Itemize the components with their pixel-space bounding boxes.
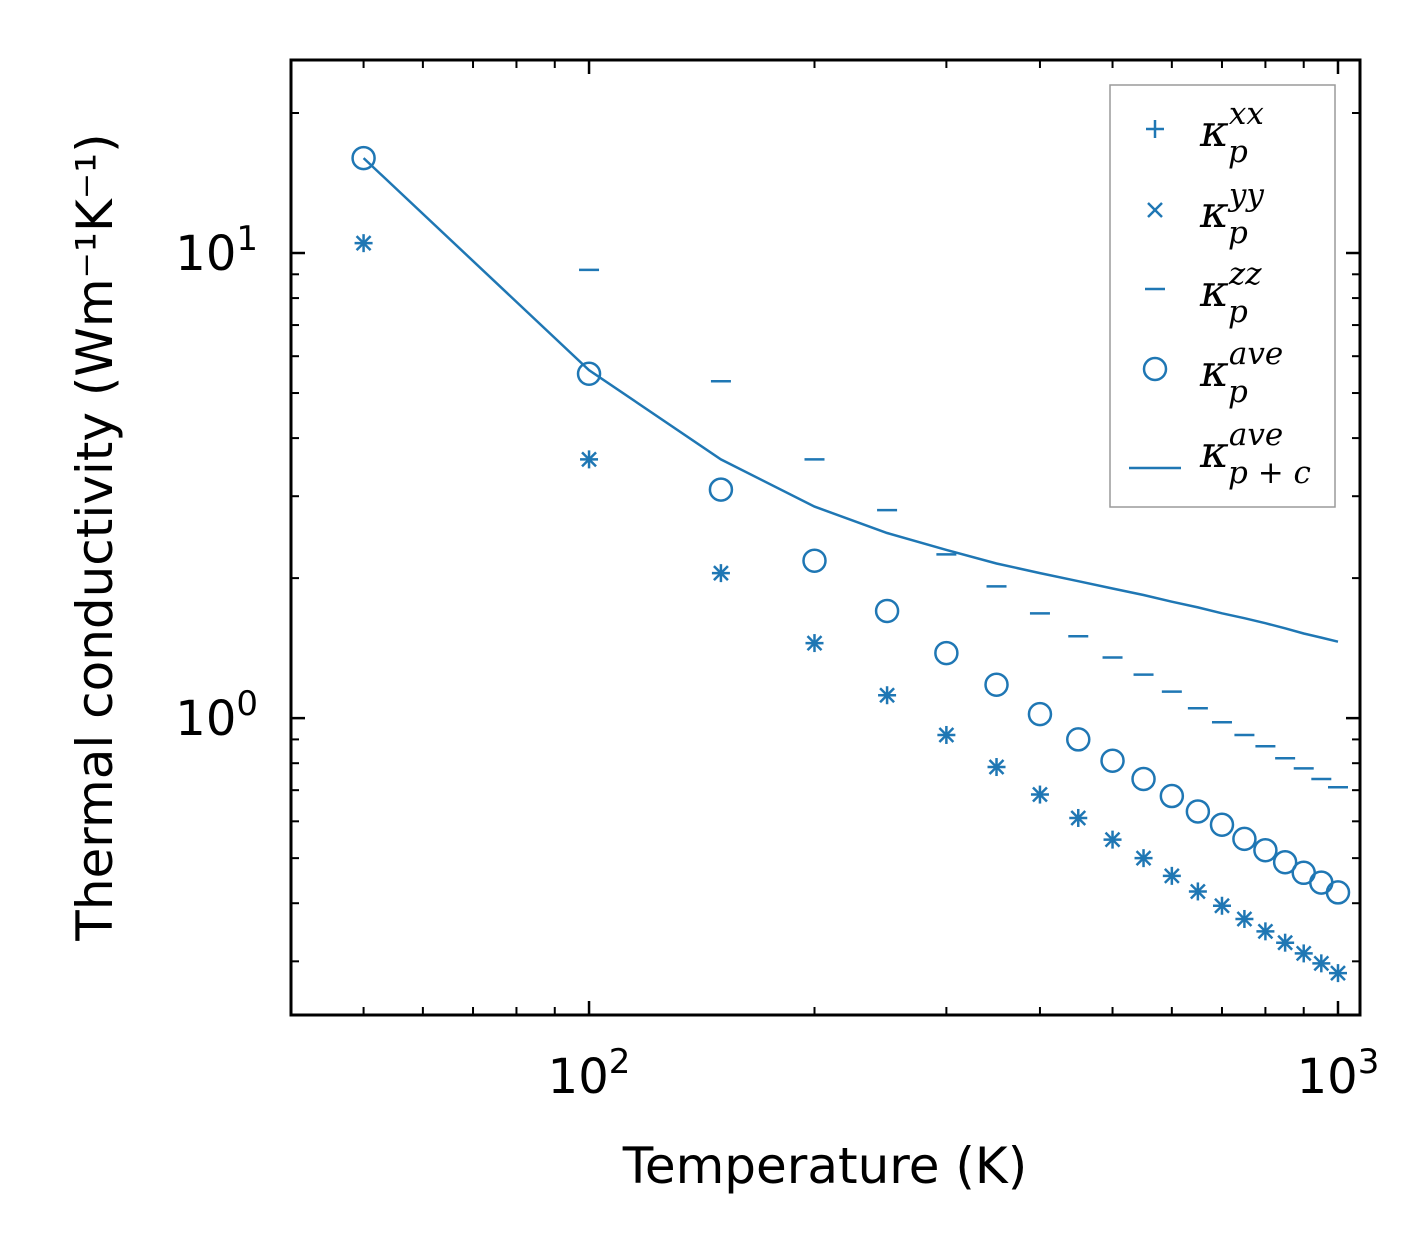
legend-label: κave p [1199, 336, 1283, 410]
x-tick-label: 102 [548, 1042, 631, 1105]
data-point-circle [1325, 880, 1351, 905]
data-point-circle [576, 361, 602, 387]
legend-label: κzz p [1199, 256, 1262, 330]
data-point-circle [351, 145, 376, 171]
data-point-circle [1066, 727, 1091, 752]
legend-label: κyy p [1199, 177, 1264, 251]
data-point-circle [1159, 783, 1185, 809]
data-point-x [713, 565, 729, 582]
legend-label: κxx p [1199, 96, 1264, 170]
data-point-x [988, 759, 1005, 775]
data-point-circle [874, 598, 900, 624]
series-circle [351, 145, 1351, 905]
legend-marker-plus [1146, 120, 1164, 138]
legend-marker-circle [1142, 356, 1168, 382]
data-point-circle [1253, 837, 1278, 863]
legend-entry: κave p + c [1129, 417, 1311, 491]
data-point-x [806, 635, 823, 651]
legend-marker-x [1147, 202, 1163, 218]
legend-label: κave p + c [1199, 417, 1311, 491]
data-point-circle [934, 640, 959, 666]
data-point-circle [1131, 766, 1156, 792]
tick-labels: 102 103 100 101 [175, 219, 1379, 1105]
data-point-x [1032, 786, 1048, 803]
data-point-x [1214, 897, 1230, 914]
data-point-circle [802, 548, 827, 573]
data-point-circle [1272, 849, 1298, 875]
legend-entry: κzz p [1145, 256, 1262, 330]
data-point-x [1295, 945, 1312, 962]
plot-frame [289, 58, 1362, 1017]
data-point-x [1163, 867, 1180, 884]
x-axis-label: Temperature (K) [622, 1137, 1027, 1195]
x-tick-label: 103 [1297, 1042, 1380, 1105]
data-point-x [1277, 934, 1294, 951]
data-point-circle [1232, 826, 1257, 852]
data-point-circle [1027, 701, 1053, 727]
legend-entry: κyy p [1147, 177, 1264, 251]
legend-entry: κxx p [1146, 96, 1264, 170]
data-point-circle [1309, 870, 1334, 895]
data-point-x [1104, 831, 1121, 848]
data-point-circle [1209, 812, 1235, 837]
y-tick-label: 101 [175, 219, 258, 282]
data-point-x [355, 235, 372, 252]
data-point-x [1236, 911, 1253, 927]
data-point-x [1070, 810, 1087, 826]
series-x [355, 235, 1346, 981]
data-point-x [879, 687, 895, 704]
series-line-kappa-p-c-ave [362, 157, 1339, 643]
data-point-x [938, 727, 955, 743]
data-point-circle [1100, 748, 1125, 773]
data-point-circle [984, 672, 1009, 697]
data-point-circle [1185, 799, 1211, 824]
data-point-x [1135, 850, 1152, 867]
y-axis-label: Thermal conductivity (Wm⁻¹K⁻¹) [66, 133, 124, 941]
data-point-x [1257, 923, 1274, 940]
data-point-x [581, 451, 597, 468]
series-line [362, 157, 1339, 643]
data-point-x [1330, 965, 1346, 981]
y-tick-label: 100 [175, 684, 258, 747]
legend-entry: κave p [1142, 336, 1283, 410]
data-point-x [1189, 883, 1206, 900]
data-point-x [1313, 955, 1330, 972]
data-point-circle [708, 477, 734, 502]
legend-box [1109, 84, 1336, 508]
